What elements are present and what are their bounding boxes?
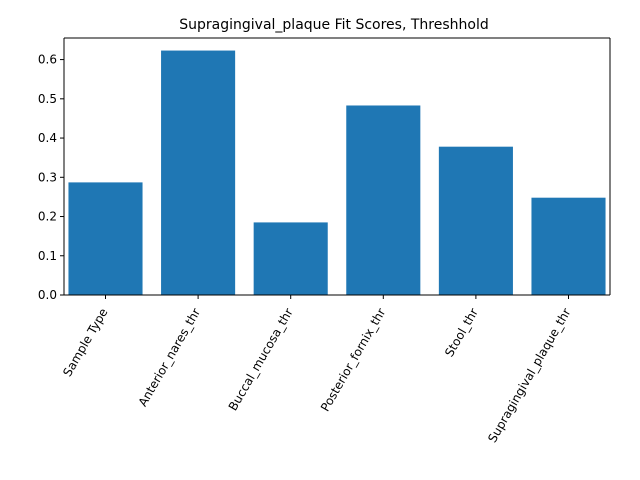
plot-area: 0.0 0.1 0.2 0.3 0.4 0.5 0.6 Sample Type Anterior… (38, 37, 611, 445)
y-tick-label: 0.2 (38, 210, 57, 224)
bar (253, 222, 328, 295)
y-tick-label: 0.3 (38, 170, 57, 184)
x-tick-label: Stool_thr (442, 306, 481, 359)
x-tick-label: Supragingival_plaque_thr (485, 306, 573, 445)
y-tick-label: 0.0 (38, 288, 57, 302)
x-tick-label: Anterior_nares_thr (136, 306, 204, 409)
y-tick-label: 0.1 (38, 249, 57, 263)
chart-title: Supragingival_plaque Fit Scores, Threshh… (179, 17, 488, 33)
bar (438, 146, 513, 295)
y-tick-label: 0.4 (38, 131, 57, 145)
x-tick-label: Posterior_fornix_thr (318, 306, 388, 414)
x-tick-label: Buccal_mucosa_thr (226, 306, 296, 413)
bar (161, 50, 236, 295)
y-tick-label: 0.6 (38, 53, 57, 67)
y-tick-label: 0.5 (38, 92, 57, 106)
x-tick-label: Sample Type (60, 306, 110, 379)
bar (531, 197, 606, 295)
bar (346, 105, 421, 295)
bar (68, 182, 143, 295)
